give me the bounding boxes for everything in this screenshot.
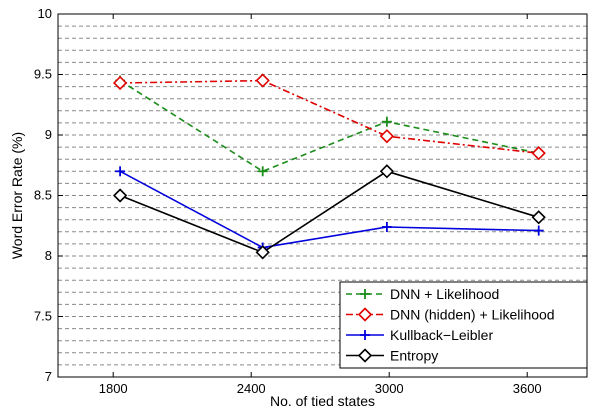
legend: DNN + Likelihood DNN (hidden) + Likelihoo… — [339, 281, 588, 369]
data-point — [531, 210, 546, 225]
axes: 7 7.5 8 8.5 9 9.5 10 1800 2400 3000 3600 — [34, 6, 588, 396]
y-tick-label: 7.5 — [34, 309, 52, 324]
data-point — [533, 225, 544, 236]
data-point — [255, 73, 270, 88]
legend-marker — [357, 307, 373, 322]
y-tick-label: 10 — [38, 6, 52, 21]
y-tick-label: 8.5 — [34, 188, 52, 203]
y-tick-label: 8 — [45, 248, 52, 263]
series-line — [119, 79, 539, 173]
legend-entry: Entropy — [390, 348, 438, 364]
legend-entry: DNN (hidden) + Likelihood — [390, 307, 555, 323]
y-tick-label: 7 — [45, 369, 52, 384]
data-point — [257, 166, 268, 177]
legend-box — [339, 281, 588, 369]
legend-marker — [357, 348, 373, 363]
legend-marker — [360, 289, 370, 299]
data-point — [112, 188, 128, 203]
series-line — [119, 170, 539, 254]
y-tick-label: 9.5 — [34, 67, 52, 82]
series-line — [119, 170, 539, 249]
legend-entry: DNN + Likelihood — [390, 286, 499, 302]
series-group — [112, 73, 546, 260]
series-4 — [112, 164, 546, 260]
y-axis-label: Word Error Rate (%) — [9, 132, 25, 259]
data-point — [531, 146, 546, 161]
legend-marker — [360, 330, 370, 340]
data-point — [112, 75, 128, 91]
data-point — [379, 129, 395, 144]
x-tick-label: 3600 — [513, 381, 542, 396]
data-point — [115, 166, 126, 177]
data-point — [381, 116, 392, 127]
x-tick-label: 1800 — [99, 381, 128, 396]
data-point — [379, 164, 395, 179]
y-tick-label: 9 — [45, 127, 52, 142]
x-tick-label: 3000 — [375, 381, 404, 396]
series-line — [120, 79, 539, 154]
data-point — [381, 221, 392, 232]
data-point — [255, 245, 270, 260]
series-2 — [112, 73, 546, 161]
series-1 — [115, 75, 544, 177]
legend-entry: Kullback−Leibler — [390, 327, 493, 343]
x-axis-label: No. of tied states — [270, 393, 375, 409]
x-tick-label: 2400 — [237, 381, 266, 396]
